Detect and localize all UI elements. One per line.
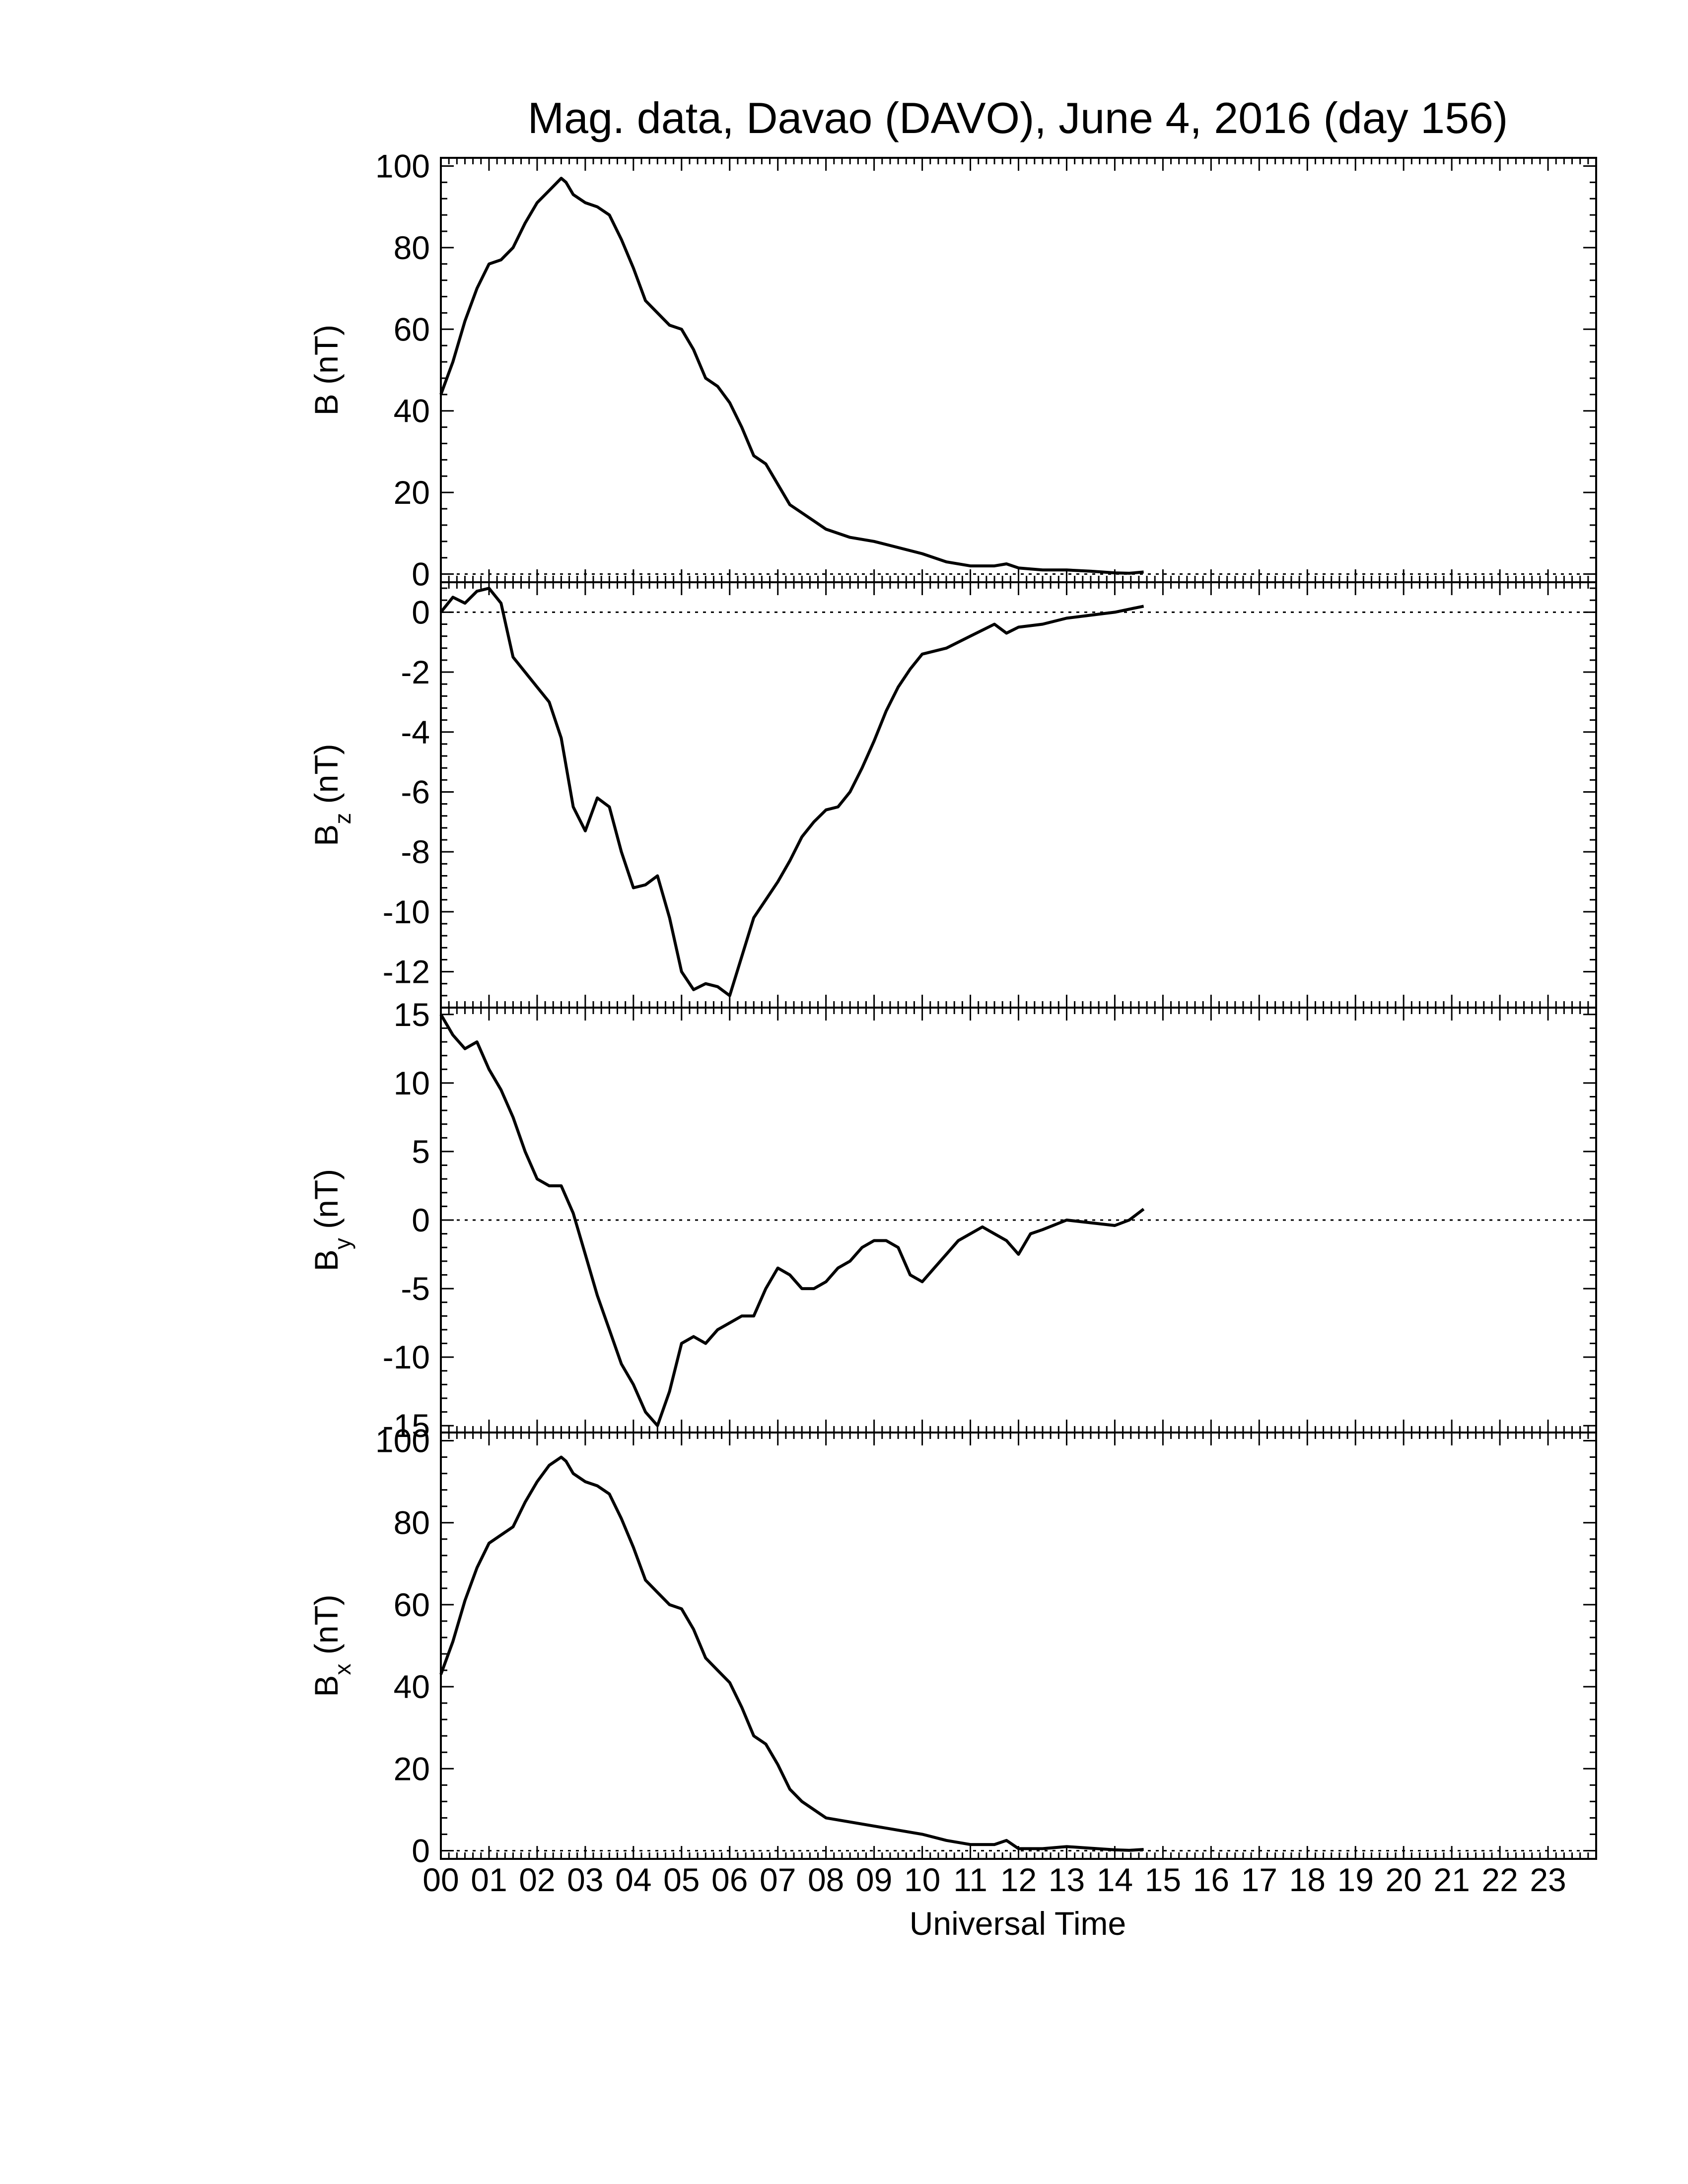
y-tick-label: 0 [412, 594, 430, 630]
y-tick-label: -10 [383, 1339, 430, 1375]
x-tick-label: 01 [471, 1861, 507, 1898]
y-tick-label: -10 [383, 893, 430, 930]
series-line [439, 1455, 1144, 1852]
y-tick-label: -2 [401, 654, 430, 690]
y-tick-label: 15 [394, 996, 430, 1033]
x-tick-label: 05 [663, 1861, 700, 1898]
x-tick-label: 18 [1289, 1861, 1326, 1898]
series-line [439, 1014, 1145, 1428]
y-tick-label: 100 [375, 147, 430, 184]
panel-2: 0 -2 -4 -6 -8 -10 -12 Bz (nT) [308, 581, 1597, 1009]
x-tick-label: 08 [808, 1861, 844, 1898]
y-tick-label: 100 [375, 1423, 430, 1459]
x-tick-label: 11 [953, 1861, 987, 1898]
y-tick-label: 5 [412, 1133, 430, 1170]
x-tick-label: 09 [856, 1861, 892, 1898]
x-tick-label: 16 [1193, 1861, 1229, 1898]
y-axis-label: Bz (nT) [308, 744, 355, 846]
x-tick-label: 23 [1530, 1861, 1566, 1898]
x-tick-label: 17 [1241, 1861, 1277, 1898]
y-axis-label: By (nT) [308, 1169, 355, 1271]
y-tick-label: 0 [412, 1202, 430, 1238]
y-tick-label: -5 [401, 1270, 430, 1307]
y-axis-label: Bx (nT) [308, 1594, 355, 1697]
y-tick-label: 60 [394, 1586, 430, 1623]
y-tick-label: 10 [394, 1065, 430, 1101]
y-tick-label: -4 [401, 714, 430, 751]
x-tick-label: 04 [615, 1861, 651, 1898]
x-tick-label: 15 [1145, 1861, 1181, 1898]
series-line [439, 587, 1144, 997]
series-line [439, 177, 1144, 575]
x-tick-label: 00 [422, 1861, 459, 1898]
y-tick-label: -12 [383, 954, 430, 990]
y-tick-label: 20 [394, 1750, 430, 1787]
x-tick-label: 07 [760, 1861, 796, 1898]
y-tick-label: -8 [401, 833, 430, 870]
y-tick-label: 60 [394, 311, 430, 347]
x-tick-labels: 00 01 02 03 04 05 06 07 08 09 10 11 12 13 14 15 16 17 18 19… [422, 1861, 1566, 1898]
y-tick-label: -15 [383, 1407, 430, 1444]
y-tick-label: 40 [394, 1668, 430, 1705]
x-tick-label: 14 [1097, 1861, 1133, 1898]
y-tick-label: 80 [394, 1504, 430, 1541]
y-axis-label: B (nT) [308, 325, 345, 415]
y-tick-label: 20 [394, 474, 430, 511]
y-tick-label: 80 [394, 229, 430, 266]
x-tick-label: 22 [1481, 1861, 1518, 1898]
y-tick-label: 0 [412, 1832, 430, 1869]
x-tick-label: 20 [1385, 1861, 1421, 1898]
x-axis-label: Universal Time [910, 1905, 1126, 1942]
x-tick-label: 19 [1337, 1861, 1373, 1898]
x-tick-label: 02 [519, 1861, 555, 1898]
y-tick-label: 40 [394, 393, 430, 429]
panel-1: 0 20 40 60 80 100 B (nT) [308, 147, 1597, 593]
y-tick-label: 0 [412, 556, 430, 593]
panel-4: 0 20 40 60 80 100 Bx (nT) [308, 1423, 1597, 1869]
chart-title: Mag. data, Davao (DAVO), June 4, 2016 (d… [528, 93, 1508, 142]
x-tick-label: 13 [1049, 1861, 1085, 1898]
y-tick-label: -6 [401, 773, 430, 810]
x-tick-label: 06 [711, 1861, 748, 1898]
x-tick-label: 10 [904, 1861, 940, 1898]
x-tick-label: 12 [1000, 1861, 1037, 1898]
panel-3: 15 10 5 0 -5 -10 -15 By (nT) [308, 996, 1597, 1444]
x-tick-label: 21 [1433, 1861, 1470, 1898]
x-tick-label: 03 [567, 1861, 603, 1898]
